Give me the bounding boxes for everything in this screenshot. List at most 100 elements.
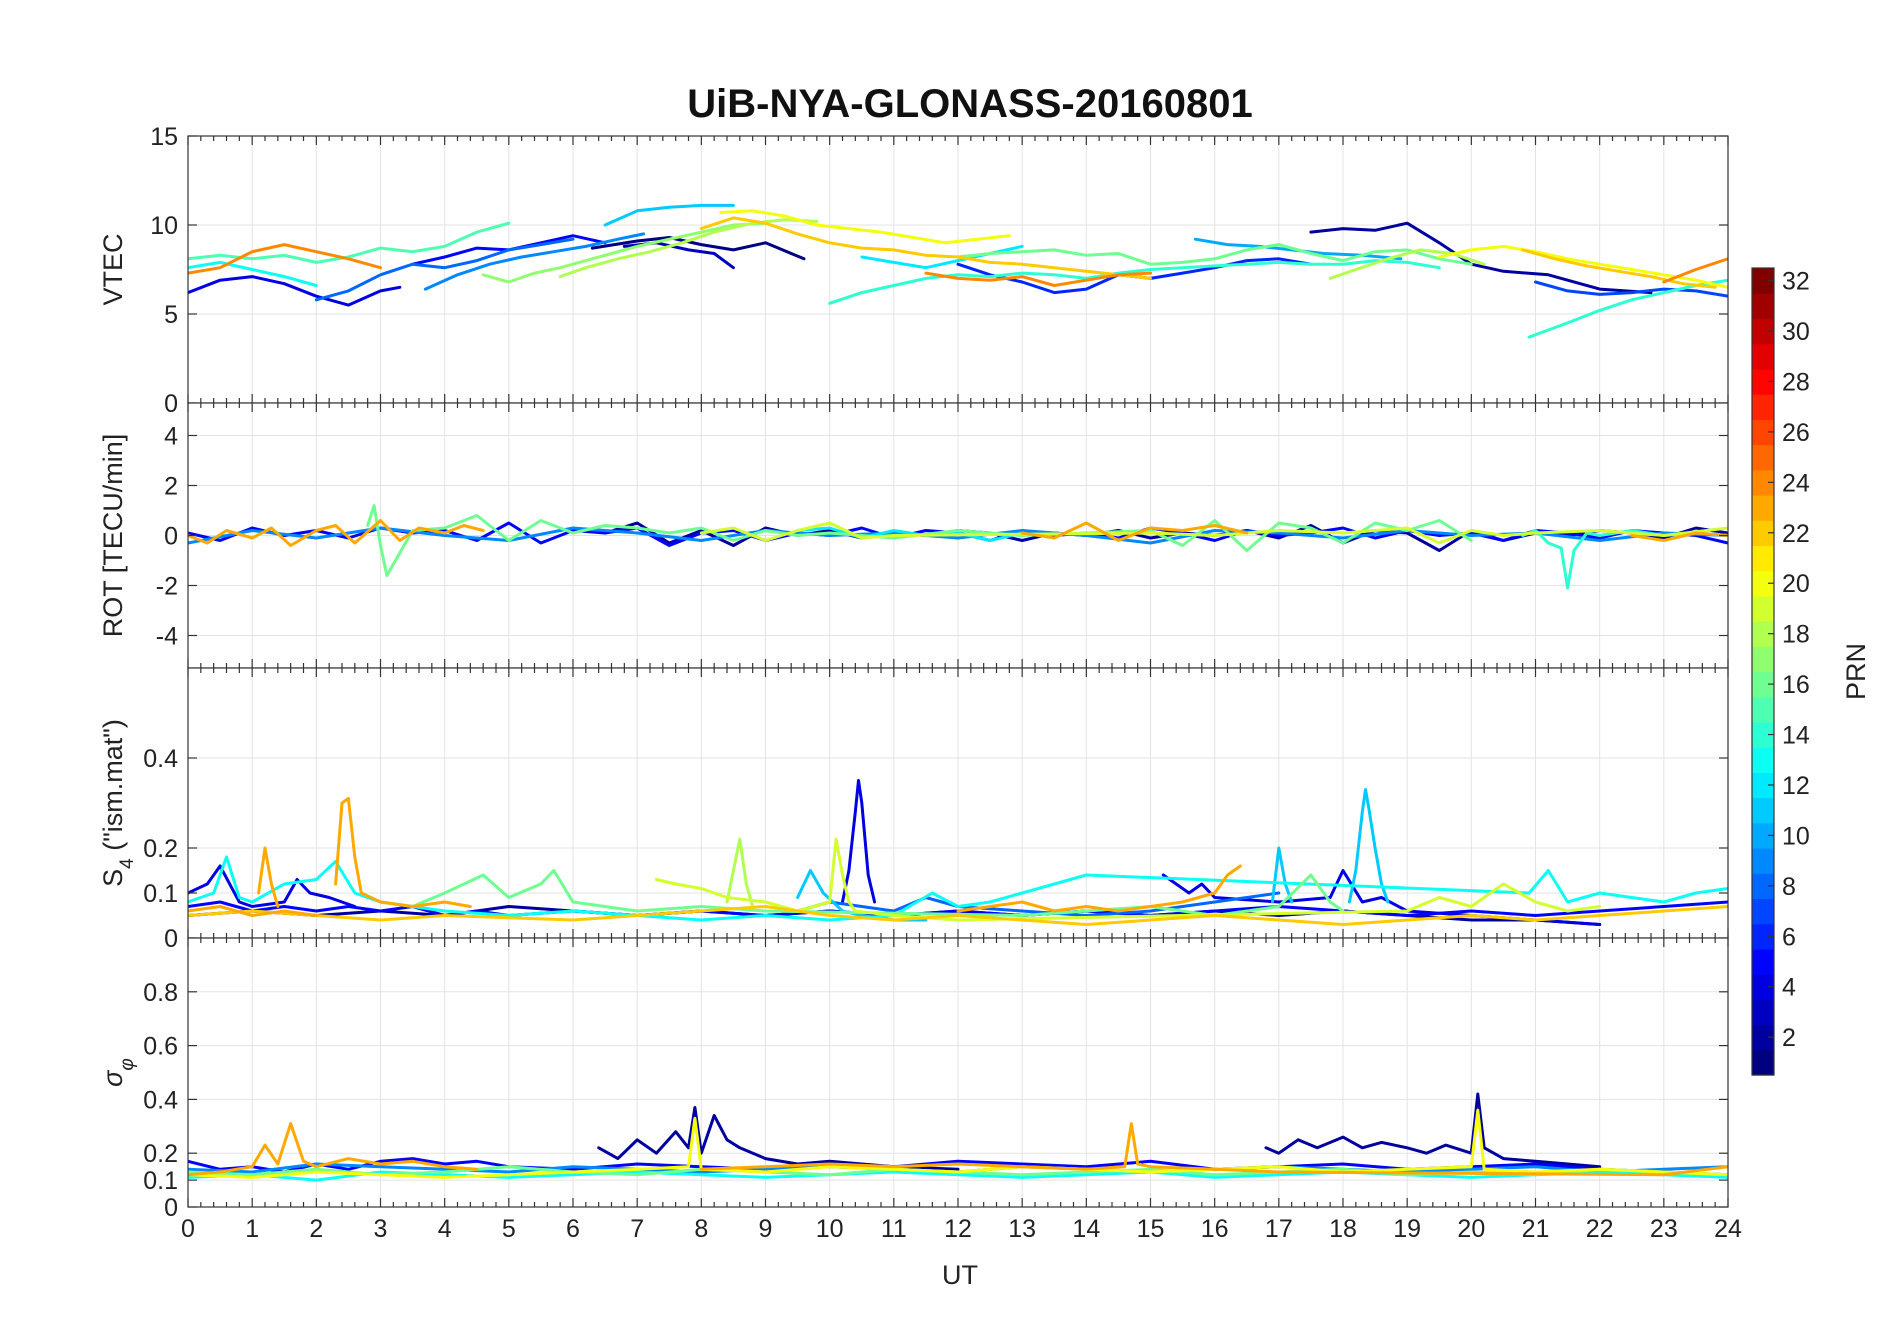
series-prn-11: [603, 203, 735, 227]
series-prn-16: [956, 243, 1473, 266]
x-tick-label: 10: [816, 1215, 844, 1243]
colorbar-tick-label: 28: [1782, 368, 1810, 396]
series-prn-24: [1662, 257, 1728, 284]
y-tick-label: 5: [164, 301, 178, 329]
colorbar-swatch: [1752, 318, 1774, 345]
y-tick-label: 0: [164, 925, 178, 953]
series-prn-4: [188, 864, 357, 908]
x-tick-label: 23: [1650, 1215, 1678, 1243]
y-tick-label: 0.1: [143, 1167, 178, 1195]
colorbar-tick-label: 4: [1782, 974, 1796, 1002]
colorbar-tick-label: 20: [1782, 570, 1810, 598]
series-group: [188, 779, 1728, 926]
series-prn-24: [924, 271, 1152, 287]
series-prn-22: [1521, 248, 1717, 289]
colorbar-swatch: [1752, 898, 1774, 925]
series-prn-9: [188, 526, 1728, 545]
colorbar-swatch: [1752, 520, 1774, 547]
colorbar-swatch: [1752, 797, 1774, 824]
series-prn-18: [725, 837, 755, 908]
series-group: [188, 203, 1728, 339]
series-prn-14: [828, 259, 1441, 305]
series-prn-13: [188, 1170, 1728, 1182]
series-prn-20: [719, 209, 1011, 245]
series-prn-20: [1437, 244, 1728, 289]
series-prn-17: [481, 221, 767, 284]
colorbar-frame: [1751, 267, 1775, 1076]
colorbar-swatch: [1752, 974, 1774, 1000]
series-prn-16: [379, 869, 1345, 917]
y-tick-label: 0.6: [143, 1033, 178, 1061]
x-tick-label: 5: [502, 1215, 516, 1243]
x-tick-label: 22: [1586, 1215, 1614, 1243]
y-axis-label: VTEC: [98, 233, 128, 305]
y-tick-label: -4: [156, 623, 178, 651]
x-tick-label: 0: [181, 1215, 195, 1243]
colorbar-tick-label: 26: [1782, 419, 1810, 447]
colorbar-swatch: [1752, 469, 1774, 496]
x-tick-label: 7: [630, 1215, 644, 1243]
panel-vtec: 0 5 10 15 VTEC: [98, 123, 1729, 418]
series-prn-23: [1020, 521, 1249, 542]
colorbar-swatch: [1752, 1024, 1774, 1051]
colorbar-swatch: [1752, 848, 1774, 874]
series-prn-9: [423, 232, 646, 291]
x-tick-label: 19: [1393, 1215, 1421, 1243]
series-prn-11: [1347, 788, 1390, 904]
colorbar-label: PRN: [1841, 643, 1871, 700]
colorbar-swatch: [1752, 696, 1774, 723]
series-prn-2: [1264, 1092, 1602, 1169]
series-prn-16: [366, 504, 1473, 577]
y-tick-label: 4: [164, 423, 178, 451]
colorbar-swatch: [1752, 293, 1774, 320]
colorbar-swatch: [1752, 343, 1774, 370]
series-prn-5: [188, 900, 1728, 917]
series-prn-8: [314, 237, 575, 302]
colorbar-tick-label: 10: [1782, 822, 1810, 850]
colorbar-swatch: [1752, 368, 1774, 395]
colorbar-swatch: [1752, 545, 1774, 572]
colorbar-tick-label: 32: [1782, 268, 1810, 296]
x-tick-label: 2: [309, 1215, 323, 1243]
y-tick-label: 15: [150, 123, 178, 151]
colorbar-tick-label: 22: [1782, 520, 1810, 548]
y-tick-label: 0: [164, 1194, 178, 1222]
colorbar-swatch: [1752, 948, 1774, 975]
colorbar-swatch: [1752, 721, 1774, 748]
y-tick-label: 2: [164, 473, 178, 501]
x-tick-label: 14: [1072, 1215, 1100, 1243]
x-tick-label: 13: [1008, 1215, 1036, 1243]
series-prn-13: [188, 260, 318, 287]
colorbar-swatch: [1752, 671, 1774, 698]
x-tick-label: 11: [881, 1215, 907, 1243]
colorbar-tick-label: 14: [1782, 722, 1810, 750]
series-prn-11: [1270, 846, 1294, 904]
series-prn-18: [1328, 248, 1486, 280]
colorbar-tick-label: 2: [1782, 1024, 1796, 1052]
y-tick-label: 0.4: [143, 745, 178, 773]
series-prn-22: [188, 905, 1728, 926]
series-prn-20: [188, 1108, 1728, 1179]
series-prn-22: [699, 216, 1152, 280]
chart-title: UiB-NYA-GLONASS-20160801: [687, 82, 1252, 126]
series-prn-4: [841, 779, 877, 904]
colorbar-tick-label: 12: [1782, 772, 1810, 800]
y-tick-label: 0.2: [143, 835, 178, 863]
panel-s4: 0 0.1 0.2 0.4S4 ("ism.mat"): [98, 667, 1729, 953]
x-tick-label: 6: [566, 1215, 580, 1243]
series-prn-2: [597, 1106, 960, 1171]
series-prn-7: [1534, 280, 1728, 298]
colorbar-swatch: [1752, 595, 1774, 622]
colorbar-tick-label: 8: [1782, 873, 1796, 901]
series-prn-24: [188, 243, 382, 275]
y-tick-label: 0.2: [143, 1140, 178, 1168]
colorbar-swatch: [1752, 444, 1774, 471]
y-axis-label: ROT [TECU/min]: [98, 434, 128, 638]
y-tick-label: 0.8: [143, 979, 178, 1007]
colorbar-swatch: [1752, 621, 1774, 647]
x-tick-label: 16: [1201, 1215, 1229, 1243]
series-group: [188, 504, 1728, 590]
series-prn-23: [1630, 531, 1728, 542]
